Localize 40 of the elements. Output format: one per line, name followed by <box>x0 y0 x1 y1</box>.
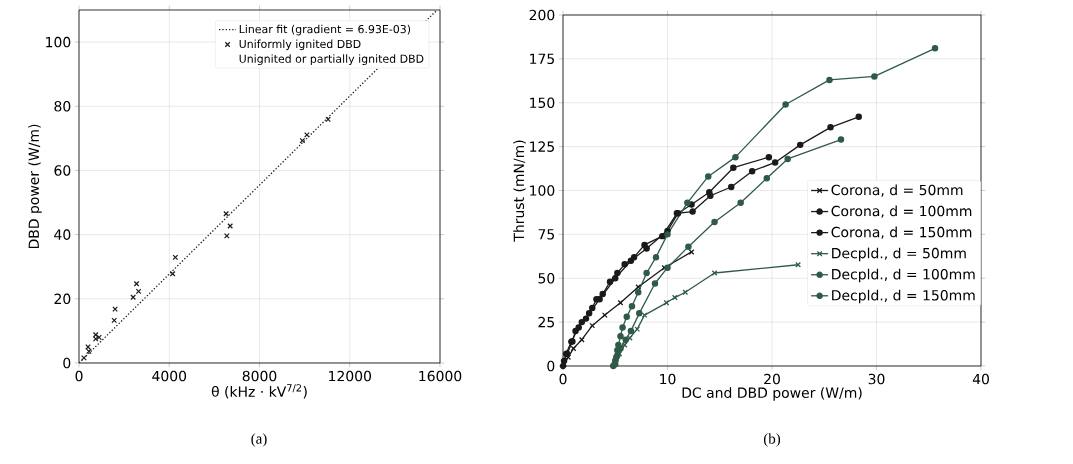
legend-label: Uniformly ignited DBD <box>239 39 361 51</box>
text: (a) <box>251 433 267 447</box>
y-tick-label: 150 <box>530 97 555 109</box>
x-tick-label: 16000 <box>419 370 462 382</box>
y-tick-label: 0 <box>547 360 555 372</box>
legend-label: Decpld., d = 150mm <box>832 289 975 304</box>
x-tick-label: 4000 <box>152 370 187 382</box>
x-tick-label: 20 <box>764 373 780 385</box>
x-tick-label: 10 <box>660 373 676 385</box>
legend-label: Linear fit (gradient = 6.93E-03) <box>239 24 411 36</box>
y-tick-label: 40 <box>54 229 71 240</box>
text: (b) <box>763 433 781 447</box>
legend-label: Corona, d = 150mm <box>831 226 972 239</box>
y-tick-label: 125 <box>530 141 555 152</box>
y-tick-label: 100 <box>46 36 71 48</box>
x-tick-label: 12000 <box>329 370 372 382</box>
y-tick-label: 60 <box>54 165 71 176</box>
y-tick-label: 50 <box>538 272 555 284</box>
y-axis-title: DBD power (W/m) <box>28 124 42 249</box>
legend-label: Decpld., d = 50mm <box>832 247 966 262</box>
y-axis-title: Thrust (mN/m) <box>513 140 526 242</box>
legend-label: Decpld., d = 100mm <box>832 268 975 283</box>
y-tick-label: 175 <box>530 53 555 65</box>
y-tick-label: 25 <box>538 316 555 328</box>
x-tick-label: 0 <box>559 373 567 385</box>
y-tick-label: 80 <box>54 100 71 112</box>
y-tick-label: 20 <box>54 293 71 305</box>
y-tick-label: 200 <box>529 9 555 21</box>
y-tick-label: 100 <box>530 185 555 196</box>
y-tick-label: 75 <box>538 229 555 240</box>
annotation: Unignited or partially ignited DBD <box>239 54 424 65</box>
x-axis-title: θ (kHz · kV$^{7/2}$) <box>211 384 307 399</box>
x-tick-label: 40 <box>972 373 989 385</box>
x-tick-label: 8000 <box>242 370 277 382</box>
x-axis-title: DC and DBD power (W/m) <box>682 387 862 401</box>
x-tick-label: 30 <box>868 373 885 385</box>
legend-label: Corona, d = 50mm <box>831 184 963 197</box>
legend-label: Corona, d = 100mm <box>831 205 972 218</box>
y-tick-label: 0 <box>63 357 71 369</box>
x-tick-label: 0 <box>75 370 83 382</box>
